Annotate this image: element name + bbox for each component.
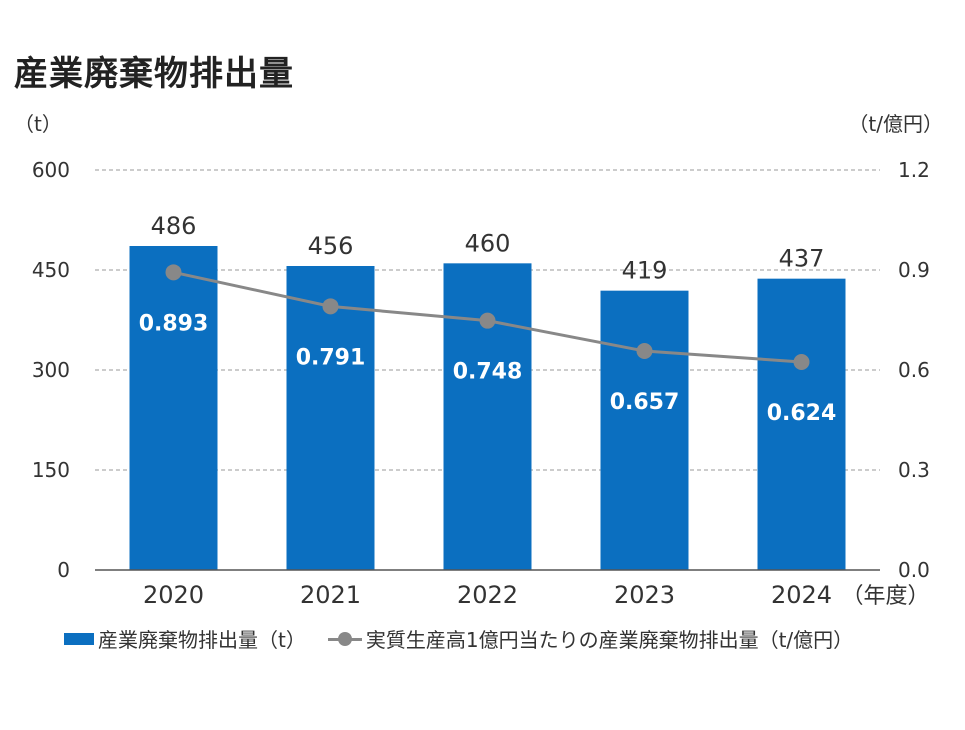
left-tick-label: 450 xyxy=(32,258,70,282)
left-axis-unit: （t） xyxy=(14,112,62,136)
left-tick-label: 300 xyxy=(32,358,70,382)
legend-bar-swatch xyxy=(64,632,94,645)
bar-value-label: 437 xyxy=(779,245,825,273)
bar-value-label: 456 xyxy=(308,232,354,260)
line-value-label: 0.748 xyxy=(453,360,523,385)
x-tick-label: 2021 xyxy=(300,581,361,609)
x-tick-label: 2020 xyxy=(143,581,204,609)
left-tick-label: 150 xyxy=(32,458,70,482)
left-tick-label: 0 xyxy=(57,558,70,582)
chart-title: 産業廃棄物排出量 xyxy=(14,54,294,94)
right-axis-unit: （t/億円） xyxy=(848,112,943,136)
bar xyxy=(129,246,218,570)
bar-value-label: 419 xyxy=(622,257,668,285)
legend-line-swatch xyxy=(327,631,362,646)
x-axis-suffix: （年度） xyxy=(842,584,930,609)
bar xyxy=(286,266,375,570)
bar xyxy=(757,278,846,570)
line-value-label: 0.624 xyxy=(767,401,837,426)
legend-bar-label: 産業廃棄物排出量（t） xyxy=(98,628,306,652)
bar-value-label: 460 xyxy=(465,229,511,257)
right-tick-label: 1.2 xyxy=(898,158,930,182)
line-point xyxy=(479,312,496,329)
x-tick-label: 2023 xyxy=(614,581,675,609)
line-value-label: 0.893 xyxy=(139,311,209,336)
right-tick-label: 0.9 xyxy=(898,258,930,282)
bar xyxy=(443,263,532,570)
right-tick-label: 0.3 xyxy=(898,458,930,482)
bar xyxy=(600,290,689,570)
bar-value-label: 486 xyxy=(151,212,197,240)
line-point xyxy=(322,298,339,315)
line-value-label: 0.791 xyxy=(296,345,366,370)
line-point xyxy=(165,264,182,281)
line-value-label: 0.657 xyxy=(610,390,680,415)
right-tick-label: 0.0 xyxy=(898,558,930,582)
x-tick-label: 2024 xyxy=(771,581,832,609)
right-tick-label: 0.6 xyxy=(898,358,930,382)
line-point xyxy=(793,354,810,370)
line-point xyxy=(636,343,653,359)
left-tick-label: 600 xyxy=(32,158,70,182)
x-tick-label: 2022 xyxy=(457,581,518,609)
legend-line-label: 実質生産高1億円当たりの産業廃棄物排出量（t/億円） xyxy=(365,628,854,652)
legend: 産業廃棄物排出量（t） 実質生産高1億円当たりの産業廃棄物排出量（t/億円） xyxy=(64,624,853,653)
